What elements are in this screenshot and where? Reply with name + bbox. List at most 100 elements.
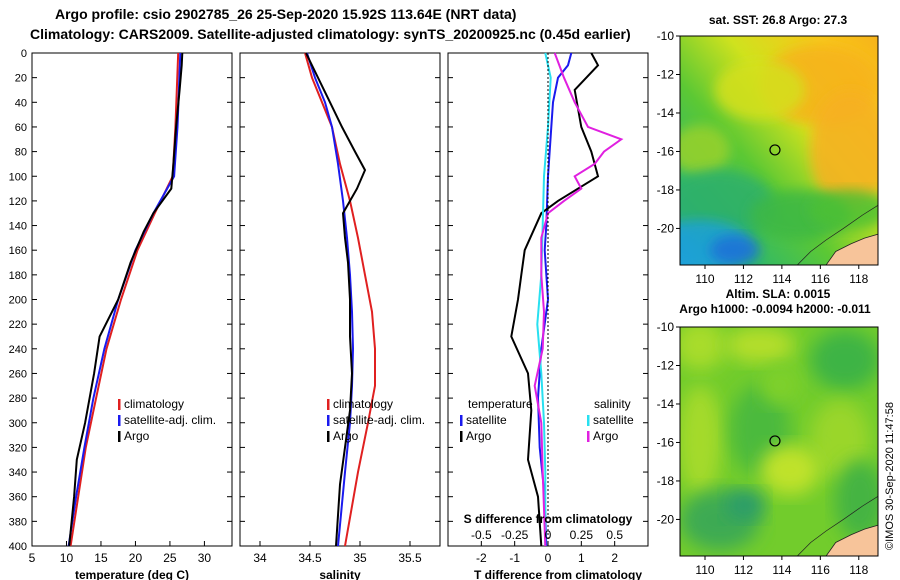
sla-field-patch <box>810 400 870 480</box>
sst-map-panel: 110 112 114 116 118 -10 -12 -14 -16 -18 -20 sat. SS… <box>657 13 879 286</box>
sla-field-patch <box>760 365 800 405</box>
sla-map-land <box>825 524 878 556</box>
difference-legend-title-left: temperature <box>468 397 533 411</box>
salinity-series-climatology <box>304 52 376 547</box>
sla-map-ytick-label: -10 <box>657 320 675 334</box>
depth-tick-label: 320 <box>9 442 27 454</box>
difference-xlabel: T difference from climatology <box>474 568 642 580</box>
difference-series-s-argo <box>533 52 624 547</box>
sla-map-ytick-label: -20 <box>657 512 675 526</box>
temperature-legend-label: climatology <box>124 397 184 411</box>
difference-legend-title-right: salinity <box>594 397 631 411</box>
difference-legend-swatch <box>587 415 590 426</box>
sst-map-xtick-label: 116 <box>811 272 830 286</box>
depth-tick-label: 380 <box>9 516 27 528</box>
sst-map-frame <box>679 35 879 266</box>
salinity-frame <box>239 52 441 547</box>
salinity-xtick-label: 35 <box>353 551 367 565</box>
difference-legend-swatch <box>460 431 463 442</box>
difference-top-tick-label: -0.25 <box>501 528 529 542</box>
difference-legend-label: Argo <box>593 429 619 443</box>
difference-xtick-label: 1 <box>578 551 585 565</box>
sla-field-patch <box>680 385 722 495</box>
depth-tick-label: 0 <box>21 48 27 60</box>
sla-map-field <box>680 327 878 556</box>
salinity-series-argo <box>305 52 367 547</box>
difference-legend-label: satellite <box>466 413 507 427</box>
sst-map-argo-marker <box>769 144 781 156</box>
sla-map-xtick-label: 112 <box>734 563 753 577</box>
sst-map-title: sat. SST: 26.8 Argo: 27.3 <box>709 13 848 27</box>
depth-tick-label: 220 <box>9 319 27 331</box>
temperature-series-climatology <box>69 52 180 547</box>
sla-map-ytick-label: -14 <box>657 397 675 411</box>
depth-tick-label: 120 <box>9 196 27 208</box>
salinity-panel: 34 34.5 35 35.5 salinity climatology satellite… <box>239 52 441 580</box>
difference-legend-label: satellite <box>593 413 634 427</box>
temperature-panel: 0 20 40 60 80 100 120 140 160 180 200 220 240 260 280 3… <box>9 48 233 580</box>
salinity-xtick-label: 35.5 <box>398 551 422 565</box>
sla-map-xtick-label: 116 <box>811 563 830 577</box>
sla-field-patch <box>680 327 725 370</box>
difference-top-tick-label: 0.25 <box>570 528 594 542</box>
sst-field-patch <box>715 60 805 120</box>
salinity-series-satellite-adj-clim- <box>306 52 355 547</box>
sst-map-xtick-label: 112 <box>734 272 753 286</box>
difference-top-label: S difference from climatology <box>464 512 633 526</box>
salinity-xlabel: salinity <box>319 568 361 580</box>
temperature-legend-swatch <box>118 399 121 410</box>
depth-tick-label: 260 <box>9 368 27 380</box>
difference-xtick-label: -2 <box>476 551 487 565</box>
sla-map-ytick-label: -16 <box>657 435 675 449</box>
depth-tick-label: 340 <box>9 467 27 479</box>
depth-tick-label: 20 <box>15 73 27 85</box>
salinity-legend-label: Argo <box>333 429 359 443</box>
difference-xtick-label: 0 <box>545 551 552 565</box>
difference-series-t-satellite <box>536 52 573 547</box>
difference-top-tick-label: 0 <box>545 528 552 542</box>
sla-field-patch <box>725 490 765 520</box>
depth-tick-label: 60 <box>15 122 27 134</box>
temperature-xtick-label: 10 <box>60 551 74 565</box>
sst-map-ytick-label: -10 <box>657 29 675 43</box>
sla-field-patch <box>725 327 795 363</box>
sla-field-patch <box>835 460 878 540</box>
sst-map-xtick-label: 118 <box>849 272 868 286</box>
temperature-legend-swatch <box>118 415 121 426</box>
sst-map-shelf-contour <box>797 205 878 265</box>
sla-map-xtick-label: 118 <box>849 563 868 577</box>
figure-title-line1: Argo profile: csio 2902785_26 25-Sep-202… <box>55 6 517 22</box>
temperature-series-satellite-adj-clim- <box>67 52 182 547</box>
depth-tick-label: 180 <box>9 270 27 282</box>
sst-field-patch <box>810 90 878 210</box>
difference-xtick-label: -1 <box>509 551 520 565</box>
depth-tick-label: 100 <box>9 171 27 183</box>
depth-tick-label: 200 <box>9 295 27 307</box>
temperature-xtick-label: 15 <box>94 551 108 565</box>
salinity-xtick-label: 34.5 <box>298 551 322 565</box>
difference-legend-swatch <box>460 415 463 426</box>
sla-map-title-line1: Altim. SLA: 0.0015 <box>726 287 831 301</box>
temperature-xtick-label: 5 <box>29 551 36 565</box>
sla-map-ytick-label: -12 <box>657 358 675 372</box>
sst-field-patch <box>810 190 878 230</box>
sla-field-patch <box>810 330 878 390</box>
difference-legend-swatch <box>587 431 590 442</box>
sla-map-title-line2: Argo h1000: -0.0094 h2000: -0.011 <box>679 302 871 316</box>
salinity-legend-swatch <box>327 399 330 410</box>
temperature-series-argo <box>68 52 184 547</box>
temperature-xtick-label: 25 <box>163 551 177 565</box>
difference-xtick-label: 2 <box>611 551 618 565</box>
temperature-legend-label: Argo <box>124 429 150 443</box>
sst-field-patch <box>680 125 730 175</box>
sst-map-ytick-label: -12 <box>657 67 675 81</box>
salinity-xtick-label: 34 <box>253 551 267 565</box>
sla-map-shelf-contour <box>797 496 878 556</box>
sla-map-panel: 110 112 114 116 118 -10 -12 -14 -16 -18 -20 Altim. … <box>657 287 879 577</box>
depth-tick-label: 360 <box>9 492 27 504</box>
salinity-legend-label: satellite-adj. clim. <box>333 413 425 427</box>
sla-map-ytick-label: -18 <box>657 474 675 488</box>
difference-legend-label: Argo <box>466 429 492 443</box>
